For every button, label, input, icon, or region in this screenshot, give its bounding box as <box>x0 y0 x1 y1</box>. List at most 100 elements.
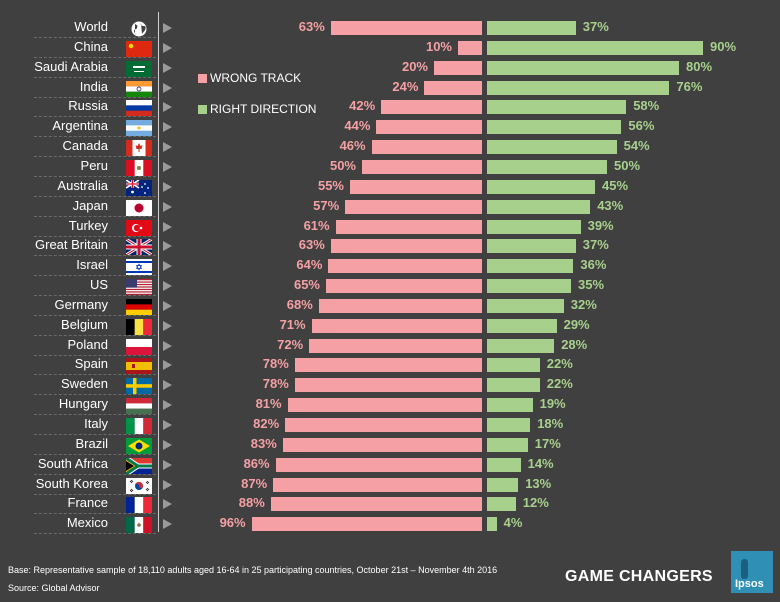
bar-right-direction <box>487 279 571 294</box>
legend-swatch-right-direction <box>198 105 207 114</box>
brand-tagline: GAME CHANGERS <box>565 568 713 585</box>
bar-right-direction <box>487 497 516 512</box>
footer-source: Source: Global Advisor <box>8 583 100 593</box>
data-label-wrong-track: 65% <box>293 277 320 293</box>
category-label: Hungary <box>58 396 108 412</box>
footer-base-note: Base: Representative sample of 18,110 ad… <box>8 565 498 575</box>
row-separator <box>34 215 156 217</box>
chart-row: Saudi Arabia 20% 80% <box>0 58 780 78</box>
play-triangle-icon <box>163 23 172 33</box>
bar-wrong-track <box>311 318 482 333</box>
legend-label-right-direction: RIGHT DIRECTION <box>210 102 317 116</box>
bar-wrong-track <box>285 418 482 432</box>
row-separator <box>34 295 156 297</box>
bar-right-direction <box>487 60 679 75</box>
category-label: Sweden <box>61 376 108 392</box>
category-label: Peru <box>80 157 108 173</box>
data-label-right-direction: 4% <box>503 515 523 531</box>
flag-south-korea-icon <box>126 477 152 494</box>
chart-row: India 24% 76% <box>0 78 780 98</box>
row-separator <box>34 56 156 58</box>
play-triangle-icon <box>163 439 172 450</box>
row-separator <box>34 374 156 376</box>
chart-row: Brazil 83% 17% <box>0 435 780 455</box>
data-label-wrong-track: 72% <box>277 336 304 352</box>
row-separator <box>34 235 156 237</box>
play-triangle-icon <box>163 42 172 53</box>
flag-poland-icon <box>126 338 152 355</box>
data-label-right-direction: 29% <box>563 316 590 332</box>
play-triangle-icon <box>163 360 172 371</box>
category-label: Poland <box>67 336 108 352</box>
row-separator <box>34 434 156 435</box>
data-label-right-direction: 22% <box>546 376 573 392</box>
bar-wrong-track <box>275 457 482 472</box>
bar-right-direction <box>487 100 627 115</box>
data-label-right-direction: 54% <box>623 138 650 154</box>
play-triangle-icon <box>163 82 172 93</box>
play-triangle-icon <box>163 479 172 490</box>
chart-row: France 88% 12% <box>0 494 780 515</box>
data-label-right-direction: 39% <box>587 217 614 233</box>
bar-right-direction <box>487 517 497 532</box>
play-triangle-icon <box>163 62 172 73</box>
chart-row: Hungary 81% 19% <box>0 395 780 416</box>
row-separator <box>34 96 156 98</box>
data-label-wrong-track: 50% <box>329 157 356 173</box>
bar-right-direction <box>487 219 581 234</box>
row-separator <box>34 175 156 177</box>
logo-mark <box>741 559 748 579</box>
bar-wrong-track <box>294 378 482 393</box>
data-label-wrong-track: 82% <box>253 416 280 431</box>
bar-wrong-track <box>326 279 482 294</box>
data-label-wrong-track: 24% <box>392 78 419 94</box>
flag-us-icon <box>126 279 152 296</box>
row-separator <box>34 314 156 316</box>
data-label-wrong-track: 71% <box>279 316 306 332</box>
data-label-wrong-track: 63% <box>298 19 325 34</box>
flag-russia-icon <box>126 100 152 117</box>
row-separator <box>34 195 156 197</box>
data-label-right-direction: 58% <box>633 98 660 114</box>
flag-israel-icon <box>126 259 152 276</box>
data-label-right-direction: 45% <box>602 177 629 193</box>
flag-peru-icon <box>126 159 152 176</box>
play-triangle-icon <box>163 400 172 411</box>
chart-row: Great Britain 63% 37% <box>0 236 780 257</box>
flag-mexico-icon <box>126 517 152 534</box>
row-separator <box>34 493 156 495</box>
play-triangle-icon <box>163 142 172 153</box>
flag-australia-icon <box>125 179 152 196</box>
category-label: Turkey <box>68 217 108 233</box>
data-label-wrong-track: 55% <box>317 177 344 193</box>
category-label: Belgium <box>61 316 108 332</box>
category-label: South Korea <box>35 475 108 491</box>
bar-right-direction <box>487 199 591 214</box>
bar-wrong-track <box>345 199 482 214</box>
bar-right-direction <box>487 159 607 174</box>
bar-right-direction <box>487 259 574 274</box>
bar-wrong-track <box>287 398 482 413</box>
row-separator <box>34 136 156 138</box>
row-separator <box>34 453 156 455</box>
chart-row: China 10% 90% <box>0 38 780 58</box>
data-label-right-direction: 14% <box>527 455 554 471</box>
flag-belgium-icon <box>126 318 152 335</box>
play-triangle-icon <box>163 241 172 252</box>
chart-row: Spain 78% 22% <box>0 355 780 376</box>
bar-right-direction <box>487 418 531 432</box>
ipsos-logo: Ipsos <box>731 551 773 593</box>
flag-great-britain-icon <box>125 238 153 257</box>
row-separator <box>34 37 156 38</box>
bar-right-direction <box>487 318 557 333</box>
row-separator <box>34 255 156 257</box>
flag-canada-icon <box>126 140 152 157</box>
chart-row: Argentina 44% 56% <box>0 117 780 138</box>
data-label-right-direction: 43% <box>597 197 624 213</box>
legend-swatch-wrong-track <box>198 74 207 83</box>
data-label-wrong-track: 42% <box>349 98 376 114</box>
flag-india-icon <box>126 80 152 97</box>
bar-right-direction <box>487 140 617 155</box>
data-label-right-direction: 90% <box>710 38 737 54</box>
category-label: Mexico <box>66 515 108 531</box>
